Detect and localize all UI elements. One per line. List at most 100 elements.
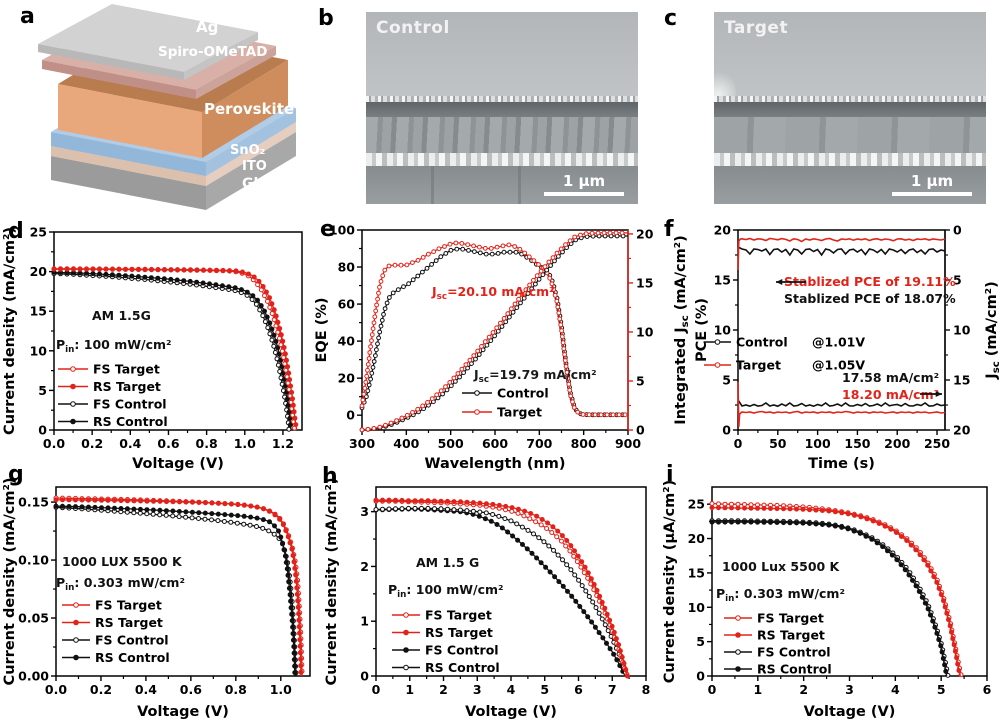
svg-text:0.2: 0.2 — [81, 436, 103, 451]
svg-text:15: 15 — [714, 273, 731, 288]
panel-letter-d: d — [8, 219, 24, 244]
svg-text:RS Target: RS Target — [757, 628, 825, 643]
svg-text:@1.01V: @1.01V — [812, 335, 865, 350]
svg-text:0: 0 — [372, 682, 381, 697]
svg-text:Voltage (V): Voltage (V) — [132, 456, 224, 472]
svg-text:Control: Control — [497, 386, 549, 401]
svg-text:RS Control: RS Control — [425, 660, 500, 675]
svg-text:20: 20 — [30, 264, 48, 279]
svg-text:Pin: 100 mW/cm²: Pin: 100 mW/cm² — [56, 337, 172, 355]
svg-text:Current density (μA/cm²): Current density (μA/cm²) — [662, 480, 678, 683]
svg-text:5: 5 — [38, 383, 47, 398]
svg-text:20: 20 — [714, 223, 732, 238]
svg-text:250: 250 — [924, 436, 950, 451]
sem-control-label: Control — [376, 18, 450, 38]
svg-text:RS Control: RS Control — [757, 662, 832, 677]
device-stack-schematic: Ag Spiro-OMeTAD Perovskite SnO₂ ITO Glas… — [38, 4, 296, 210]
svg-text:Target: Target — [736, 358, 781, 373]
chart-eqe-spectrum: 300 400 500 600 700 800 9000204060801000510152… — [314, 223, 691, 473]
svg-text:0: 0 — [722, 423, 731, 438]
svg-text:15: 15 — [953, 373, 970, 388]
svg-text:FS Control: FS Control — [757, 645, 831, 660]
svg-text:600: 600 — [482, 436, 508, 451]
svg-text:6: 6 — [574, 682, 583, 697]
svg-text:15: 15 — [636, 275, 653, 290]
svg-text:200: 200 — [884, 436, 910, 451]
svg-text:AM 1.5 G: AM 1.5 G — [416, 555, 479, 570]
svg-text:10: 10 — [688, 600, 706, 615]
chart-jv-module-1sun: 0 1 2 3 4 5 6 7 8 0 1 2 3 Voltage (V) Current density … — [324, 478, 650, 720]
svg-text:0.6: 0.6 — [180, 682, 202, 697]
sno2-label: SnO₂ — [230, 143, 265, 158]
svg-text:FS Target: FS Target — [425, 608, 492, 623]
svg-text:FS Target: FS Target — [757, 611, 824, 626]
panel-letter-g: g — [8, 462, 24, 487]
svg-text:@1.05V: @1.05V — [812, 358, 865, 373]
svg-text:RS Target: RS Target — [95, 615, 163, 630]
svg-text:60: 60 — [338, 297, 356, 312]
svg-text:Control: Control — [736, 335, 788, 350]
panel-letter-h: h — [322, 464, 338, 489]
svg-text:Target: Target — [497, 405, 542, 420]
sem-electrode-line — [714, 96, 986, 103]
ag-label: Ag — [196, 18, 218, 36]
svg-text:Current density (mA/cm²): Current density (mA/cm²) — [2, 227, 18, 435]
svg-text:2: 2 — [799, 682, 808, 697]
svg-text:3: 3 — [473, 682, 482, 697]
scale-bar: 1 μm — [544, 173, 624, 196]
svg-text:0.6: 0.6 — [157, 436, 179, 451]
scale-bar-text: 1 μm — [562, 172, 606, 190]
svg-text:Voltage (V): Voltage (V) — [465, 704, 557, 720]
scale-bar-text: 1 μm — [910, 172, 954, 190]
svg-text:0.0: 0.0 — [45, 682, 67, 697]
svg-text:Integrated Jsc (mA/cm²): Integrated Jsc (mA/cm²) — [673, 235, 691, 424]
svg-text:7: 7 — [608, 682, 617, 697]
svg-text:10: 10 — [714, 323, 732, 338]
svg-text:6: 6 — [983, 682, 992, 697]
svg-text:0.4: 0.4 — [119, 436, 141, 451]
panel-letter-f: f — [664, 217, 674, 242]
svg-text:Pin: 0.303 mW/cm²: Pin: 0.303 mW/cm² — [56, 575, 185, 593]
sem-image-control: Control 1 μm — [366, 12, 638, 204]
svg-text:0: 0 — [708, 682, 717, 697]
svg-text:15: 15 — [30, 304, 47, 319]
svg-text:10: 10 — [953, 323, 971, 338]
svg-text:5: 5 — [696, 634, 705, 649]
svg-text:0: 0 — [360, 669, 369, 684]
svg-text:10: 10 — [30, 343, 48, 358]
svg-text:FS Control: FS Control — [95, 633, 169, 648]
svg-text:300: 300 — [349, 436, 375, 451]
sem-glass-substrate — [366, 165, 638, 204]
sem-ito-layer — [714, 153, 986, 166]
svg-text:5: 5 — [953, 273, 962, 288]
svg-text:Voltage (V): Voltage (V) — [804, 704, 896, 720]
svg-text:FS Target: FS Target — [95, 598, 162, 613]
svg-text:Current density (mA/cm²): Current density (mA/cm²) — [324, 478, 340, 686]
svg-text:100: 100 — [805, 436, 831, 451]
svg-text:25: 25 — [30, 225, 47, 240]
panel-letter-c: c — [664, 6, 678, 31]
svg-text:0.2: 0.2 — [90, 682, 112, 697]
svg-text:0.15: 0.15 — [18, 495, 49, 510]
svg-text:500: 500 — [438, 436, 464, 451]
svg-text:RS Target: RS Target — [425, 625, 493, 640]
svg-text:10: 10 — [636, 324, 654, 339]
svg-text:Stablized PCE of 19.11%: Stablized PCE of 19.11% — [784, 274, 956, 289]
svg-text:0.0: 0.0 — [43, 436, 65, 451]
svg-text:700: 700 — [526, 436, 552, 451]
ag-layer — [38, 4, 258, 80]
svg-text:Pin: 0.303 mW/cm²: Pin: 0.303 mW/cm² — [716, 586, 845, 604]
scale-bar-line — [544, 192, 624, 196]
ito-label: ITO — [242, 159, 267, 174]
svg-text:0.8: 0.8 — [196, 436, 218, 451]
sem-transport-layer — [366, 102, 638, 117]
svg-text:5: 5 — [636, 373, 645, 388]
svg-text:400: 400 — [393, 436, 419, 451]
svg-text:0.00: 0.00 — [18, 669, 49, 684]
chart-jv-indoor-cell: 0.0 0.2 0.4 0.6 0.8 1.0 0.00 0.05 0.10 0.15 Voltag… — [2, 478, 311, 720]
svg-text:Wavelength (nm): Wavelength (nm) — [424, 456, 565, 472]
svg-text:900: 900 — [615, 436, 641, 451]
svg-text:4: 4 — [891, 682, 900, 697]
